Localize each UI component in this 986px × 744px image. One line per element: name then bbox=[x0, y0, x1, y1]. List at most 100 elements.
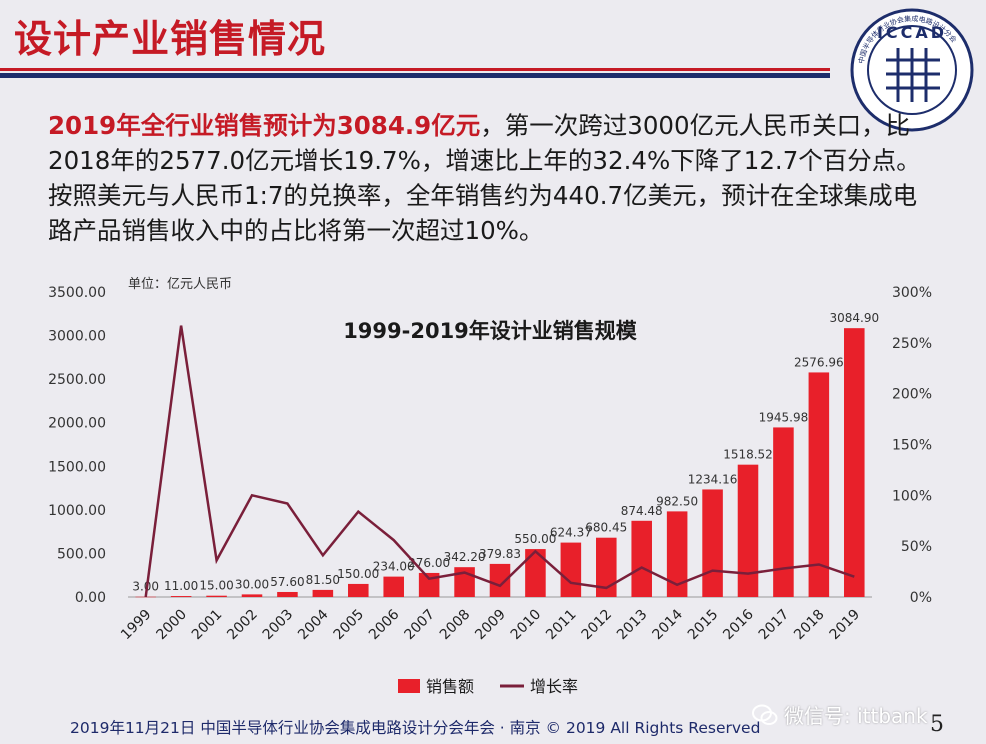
title-underline-navy bbox=[0, 73, 830, 78]
y-tick-label: 0.00 bbox=[75, 590, 106, 606]
x-tick-label: 2008 bbox=[437, 607, 474, 644]
bar-value-label: 1945.98 bbox=[759, 410, 809, 424]
x-axis-labels: 1999200020012002200320042005200620072008… bbox=[118, 606, 863, 643]
x-tick-label: 2013 bbox=[614, 607, 651, 644]
x-tick-label: 2017 bbox=[756, 607, 793, 644]
y-tick-label: 1500.00 bbox=[48, 459, 106, 475]
page-number: 5 bbox=[930, 712, 944, 737]
bar bbox=[312, 589, 334, 597]
bar-value-label: 3.00 bbox=[132, 580, 159, 594]
bar-value-label: 15.00 bbox=[199, 579, 233, 593]
legend-swatch-bar bbox=[398, 679, 420, 693]
y-tick-label: 1000.00 bbox=[48, 503, 106, 519]
x-tick-label: 1999 bbox=[118, 607, 155, 644]
x-tick-label: 2010 bbox=[508, 607, 545, 644]
y-tick-label: 500.00 bbox=[57, 546, 106, 562]
bar-value-label: 1518.52 bbox=[723, 448, 773, 462]
bar-value-label: 150.00 bbox=[337, 567, 379, 581]
iccad-logo: 中国半导体行业协会集成电路设计分会 ICCAD bbox=[850, 8, 974, 132]
bar-value-label: 81.50 bbox=[306, 573, 340, 587]
y2-tick-label: 200% bbox=[892, 387, 932, 403]
x-tick-label: 2009 bbox=[472, 607, 509, 644]
x-tick-label: 2016 bbox=[720, 606, 757, 643]
bar-value-label: 624.37 bbox=[550, 526, 592, 540]
bar bbox=[808, 372, 830, 597]
bar bbox=[170, 596, 192, 597]
bar-value-label: 11.00 bbox=[164, 579, 198, 593]
x-tick-label: 2014 bbox=[649, 606, 686, 643]
y2-tick-label: 0% bbox=[910, 590, 932, 606]
bar bbox=[277, 591, 298, 597]
bar bbox=[560, 542, 582, 597]
wechat-icon bbox=[752, 704, 778, 725]
bar bbox=[737, 464, 759, 597]
summary-highlight: 2019年全行业销售预计为3084.9亿元 bbox=[48, 111, 481, 140]
x-tick-label: 2004 bbox=[295, 606, 332, 643]
bar bbox=[348, 583, 369, 597]
y2-tick-label: 250% bbox=[892, 336, 932, 352]
bar-value-label: 3084.90 bbox=[829, 311, 879, 325]
summary-paragraph: 2019年全行业销售预计为3084.9亿元，第一次跨过3000亿元人民币关口，比… bbox=[48, 108, 938, 248]
y2-tick-label: 300% bbox=[892, 285, 932, 301]
logo-text: ICCAD bbox=[877, 23, 947, 42]
x-tick-label: 2002 bbox=[224, 607, 261, 644]
summary-rest: ，第一次跨过3000亿元人民币关口，比2018年的2577.0亿元增长19.7%… bbox=[48, 111, 921, 245]
left-axis-ticks: 0.00 500.00 1000.00 1500.00 2000.00 2500.00 30… bbox=[48, 285, 106, 606]
bar bbox=[773, 427, 794, 597]
x-tick-label: 2011 bbox=[543, 607, 580, 644]
bar bbox=[383, 576, 404, 597]
y-tick-label: 3000.00 bbox=[48, 329, 106, 345]
x-tick-label: 2012 bbox=[579, 607, 616, 644]
bar-value-label: 57.60 bbox=[270, 575, 304, 589]
y-tick-label: 2500.00 bbox=[48, 372, 106, 388]
x-tick-label: 2007 bbox=[401, 607, 438, 644]
wechat-watermark: 微信号: ittbank bbox=[752, 700, 928, 729]
bar-value-label: 234.00 bbox=[373, 560, 415, 574]
footer-text: 2019年11月21日 中国半导体行业协会集成电路设计分会年会 · 南京 © 2… bbox=[70, 719, 761, 737]
x-tick-label: 2005 bbox=[331, 607, 368, 644]
legend-label-growth: 增长率 bbox=[530, 677, 578, 696]
bar-value-label: 550.00 bbox=[514, 532, 556, 546]
unit-label: 单位：亿元人民币 bbox=[128, 277, 232, 292]
chart-title: 1999-2019年设计业销售规模 bbox=[343, 319, 638, 343]
bar-value-label: 30.00 bbox=[235, 577, 269, 591]
bar bbox=[206, 595, 227, 597]
bar bbox=[702, 489, 723, 597]
bar-value-label: 379.83 bbox=[479, 547, 521, 561]
y2-tick-label: 150% bbox=[892, 438, 932, 454]
y2-tick-label: 50% bbox=[901, 539, 932, 555]
x-tick-label: 2000 bbox=[153, 607, 190, 644]
bar-value-labels: 3.00 11.00 15.00 30.00 57.60 81.50150.00234.0… bbox=[132, 311, 879, 594]
bar bbox=[844, 328, 865, 597]
x-tick-label: 2015 bbox=[685, 607, 722, 644]
watermark-text: 微信号: ittbank bbox=[784, 704, 928, 728]
bar-value-label: 2576.96 bbox=[794, 355, 844, 369]
bar-value-label: 680.45 bbox=[585, 521, 627, 535]
bar bbox=[525, 549, 546, 597]
x-tick-label: 2001 bbox=[189, 607, 226, 644]
x-tick-label: 2019 bbox=[827, 607, 864, 644]
bar bbox=[596, 537, 617, 597]
x-tick-label: 2003 bbox=[260, 607, 297, 644]
title-underline-red bbox=[0, 68, 830, 71]
legend-label-sales: 销售额 bbox=[426, 677, 474, 696]
logo-chip-icon bbox=[886, 48, 940, 102]
bar-value-label: 982.50 bbox=[656, 494, 698, 508]
bar bbox=[489, 563, 511, 597]
y-tick-label: 3500.00 bbox=[48, 285, 106, 301]
growth-rate-line bbox=[144, 325, 855, 598]
bar-series bbox=[135, 328, 865, 598]
x-tick-label: 2018 bbox=[791, 607, 828, 644]
bar bbox=[666, 511, 688, 597]
bar-value-label: 342.20 bbox=[444, 550, 486, 564]
bar bbox=[241, 594, 263, 597]
y2-tick-label: 100% bbox=[892, 488, 932, 504]
chart-legend: 销售额 增长率 bbox=[398, 677, 578, 696]
x-tick-label: 2006 bbox=[366, 606, 403, 643]
bar-value-label: 874.48 bbox=[621, 504, 663, 518]
sales-chart: 单位：亿元人民币 1999-2019年设计业销售规模 0.00 500.00 100… bbox=[48, 277, 932, 696]
right-axis-ticks: 0% 50% 100% 150% 200% 250% 300% bbox=[892, 285, 932, 606]
bar bbox=[631, 520, 652, 597]
slide-title: 设计产业销售情况 bbox=[14, 17, 327, 61]
bar-value-label: 1234.16 bbox=[688, 472, 738, 486]
